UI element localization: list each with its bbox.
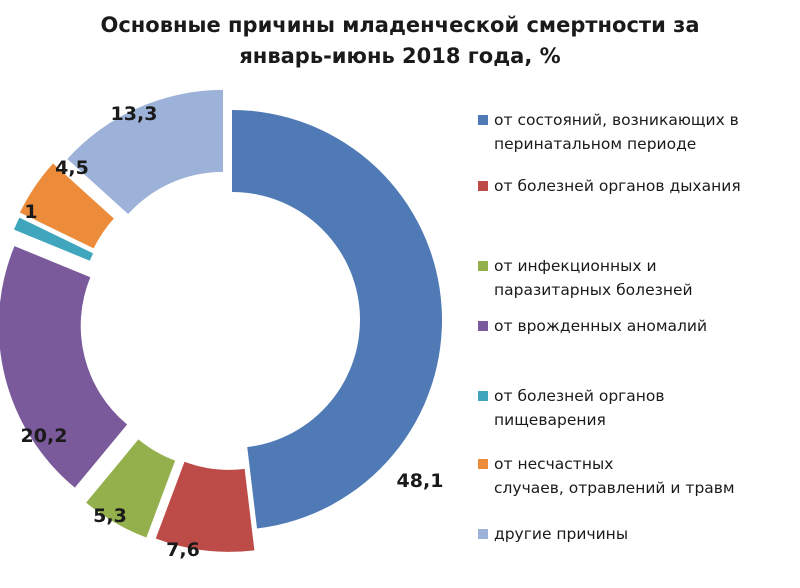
legend-swatch-6: [478, 459, 488, 469]
data-label-5: 1: [24, 201, 37, 223]
legend-label-line: пищеварения: [494, 411, 606, 429]
legend-label-line: другие причины: [494, 525, 629, 543]
data-label-6: 4,5: [55, 157, 89, 179]
data-label-3: 5,3: [93, 505, 127, 527]
data-label-7: 13,3: [111, 103, 158, 125]
donut-slice-5: [14, 217, 94, 261]
legend-label-line: от болезней органов дыхания: [494, 177, 741, 195]
legend-label-line: случаев, отравлений и травм: [494, 479, 735, 497]
data-label-2: 7,6: [166, 539, 200, 561]
chart-title-line-1: Основные причины младенческой смертности…: [100, 13, 700, 37]
chart-title: Основные причины младенческой смертности…: [0, 10, 800, 72]
legend-label-line: от инфекционных и: [494, 257, 657, 275]
legend-label-2: от болезней органов дыхания: [494, 174, 794, 198]
legend-label-line: от несчастных: [494, 455, 614, 473]
donut-slice-2: [155, 461, 255, 552]
legend-label-1: от состояний, возникающих в перинатальном…: [494, 108, 794, 156]
donut-slice-3: [86, 439, 176, 538]
legend-label-line: от болезней органов: [494, 387, 665, 405]
legend-swatch-7: [478, 529, 488, 539]
legend-swatch-5: [478, 391, 488, 401]
legend-swatch-4: [478, 321, 488, 331]
legend-swatch-2: [478, 181, 488, 191]
legend-swatch-1: [478, 115, 488, 125]
chart-title-line-2: январь-июнь 2018 года, %: [239, 44, 561, 68]
legend-label-line: перинатальном периоде: [494, 135, 697, 153]
legend-label-line: паразитарных болезней: [494, 281, 693, 299]
legend-label-6: от несчастных случаев, отравлений и травм: [494, 452, 794, 500]
donut-slice-4: [0, 246, 128, 488]
legend-label-7: другие причины: [494, 522, 794, 546]
legend-label-5: от болезней органов пищеварения: [494, 384, 794, 432]
legend-label-3: от инфекционных и паразитарных болезней: [494, 254, 794, 302]
legend-swatch-3: [478, 261, 488, 271]
donut-slice-6: [19, 163, 114, 249]
donut-slice-7: [67, 89, 224, 215]
legend-label-line: от врожденных аномалий: [494, 317, 708, 335]
legend-label-4: от врожденных аномалий: [494, 314, 794, 338]
data-label-4: 20,2: [21, 425, 68, 447]
legend-label-line: от состояний, возникающих в: [494, 111, 739, 129]
donut-slice-1: [232, 110, 443, 529]
data-label-1: 48,1: [397, 470, 444, 492]
